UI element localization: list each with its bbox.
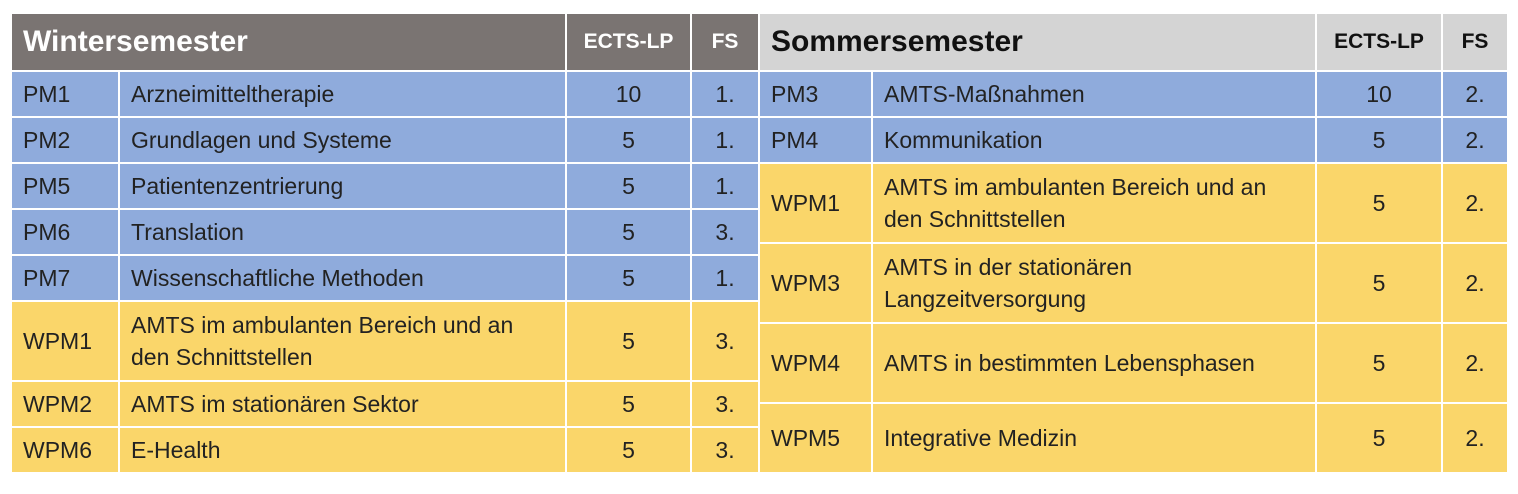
module-code: PM3 bbox=[758, 70, 873, 118]
module-code: WPM1 bbox=[10, 300, 120, 382]
module-ects: 5 bbox=[1315, 242, 1443, 324]
module-code: WPM4 bbox=[758, 322, 873, 404]
table-row: PM1 Arzneimitteltherapie 10 1. bbox=[10, 70, 761, 118]
module-ects: 10 bbox=[565, 70, 693, 118]
module-name: AMTS in bestimmten Lebensphasen bbox=[871, 322, 1317, 404]
module-code: WPM5 bbox=[758, 402, 873, 474]
module-code: WPM2 bbox=[10, 380, 120, 428]
module-fs: 3. bbox=[690, 380, 761, 428]
table-row: WPM5 Integrative Medizin 5 2. bbox=[758, 402, 1509, 474]
module-ects: 5 bbox=[565, 162, 693, 210]
module-ects: 5 bbox=[1315, 322, 1443, 404]
module-code: WPM1 bbox=[758, 162, 873, 244]
module-ects: 5 bbox=[565, 380, 693, 428]
module-name: AMTS-Maßnahmen bbox=[871, 70, 1317, 118]
module-ects: 5 bbox=[1315, 116, 1443, 164]
module-name: AMTS im ambulanten Bereich und an den Sc… bbox=[871, 162, 1317, 244]
module-code: PM4 bbox=[758, 116, 873, 164]
module-fs: 1. bbox=[690, 162, 761, 210]
table-row: WPM4 AMTS in bestimmten Lebensphasen 5 2… bbox=[758, 322, 1509, 404]
module-fs: 2. bbox=[1441, 402, 1509, 474]
table-row: WPM1 AMTS im ambulanten Bereich und an d… bbox=[758, 162, 1509, 244]
module-name: Integrative Medizin bbox=[871, 402, 1317, 474]
module-fs: 2. bbox=[1441, 242, 1509, 324]
sommersemester-header-row: Sommersemester ECTS-LP FS bbox=[758, 12, 1509, 72]
sommersemester-title: Sommersemester bbox=[758, 12, 1317, 72]
wintersemester-header-row: Wintersemester ECTS-LP FS bbox=[9, 12, 761, 72]
module-name: Wissenschaftliche Methoden bbox=[117, 254, 568, 302]
wintersemester-title: Wintersemester bbox=[9, 12, 568, 72]
module-fs: 2. bbox=[1441, 322, 1509, 404]
table-row: PM5 Patientenzentrierung 5 1. bbox=[10, 162, 761, 210]
module-fs: 2. bbox=[1441, 70, 1509, 118]
module-ects: 5 bbox=[565, 300, 693, 382]
table-row: PM7 Wissenschaftliche Methoden 5 1. bbox=[10, 254, 761, 302]
module-name: Kommunikation bbox=[871, 116, 1317, 164]
module-ects: 5 bbox=[1315, 162, 1443, 244]
module-ects: 5 bbox=[565, 426, 693, 474]
module-name: Arzneimitteltherapie bbox=[117, 70, 568, 118]
module-ects: 10 bbox=[1315, 70, 1443, 118]
module-code: PM7 bbox=[10, 254, 120, 302]
module-fs: 1. bbox=[690, 116, 761, 164]
module-fs: 3. bbox=[690, 208, 761, 256]
module-code: PM1 bbox=[10, 70, 120, 118]
module-name: Translation bbox=[117, 208, 568, 256]
module-name: AMTS im stationären Sektor bbox=[117, 380, 568, 428]
module-code: WPM3 bbox=[758, 242, 873, 324]
table-row: PM2 Grundlagen und Systeme 5 1. bbox=[10, 116, 761, 164]
module-ects: 5 bbox=[565, 254, 693, 302]
module-ects: 5 bbox=[565, 208, 693, 256]
table-row: PM3 AMTS-Maßnahmen 10 2. bbox=[758, 70, 1509, 118]
table-row: WPM3 AMTS in der stationären Langzeitver… bbox=[758, 242, 1509, 324]
module-name: Grundlagen und Systeme bbox=[117, 116, 568, 164]
wintersemester-table: Wintersemester ECTS-LP FS PM1 Arzneimitt… bbox=[9, 12, 761, 474]
module-name: AMTS im ambulanten Bereich und an den Sc… bbox=[117, 300, 568, 382]
table-row: WPM1 AMTS im ambulanten Bereich und an d… bbox=[10, 300, 761, 382]
module-fs: 1. bbox=[690, 70, 761, 118]
fs-column-header: FS bbox=[1441, 12, 1509, 72]
module-code: WPM6 bbox=[10, 426, 120, 474]
table-row: PM4 Kommunikation 5 2. bbox=[758, 116, 1509, 164]
ects-column-header: ECTS-LP bbox=[565, 12, 693, 72]
module-code: PM6 bbox=[10, 208, 120, 256]
module-code: PM5 bbox=[10, 162, 120, 210]
fs-column-header: FS bbox=[690, 12, 761, 72]
module-name: AMTS in der stationären Langzeitversorgu… bbox=[871, 242, 1317, 324]
table-row: WPM2 AMTS im stationären Sektor 5 3. bbox=[10, 380, 761, 428]
table-row: PM6 Translation 5 3. bbox=[10, 208, 761, 256]
table-row: WPM6 E-Health 5 3. bbox=[10, 426, 761, 474]
module-code: PM2 bbox=[10, 116, 120, 164]
sommersemester-table: Sommersemester ECTS-LP FS PM3 AMTS-Maßna… bbox=[758, 12, 1509, 474]
module-name: E-Health bbox=[117, 426, 568, 474]
module-ects: 5 bbox=[1315, 402, 1443, 474]
module-fs: 2. bbox=[1441, 116, 1509, 164]
module-fs: 3. bbox=[690, 426, 761, 474]
module-fs: 1. bbox=[690, 254, 761, 302]
module-name: Patientenzentrierung bbox=[117, 162, 568, 210]
module-ects: 5 bbox=[565, 116, 693, 164]
module-fs: 3. bbox=[690, 300, 761, 382]
ects-column-header: ECTS-LP bbox=[1315, 12, 1443, 72]
module-fs: 2. bbox=[1441, 162, 1509, 244]
